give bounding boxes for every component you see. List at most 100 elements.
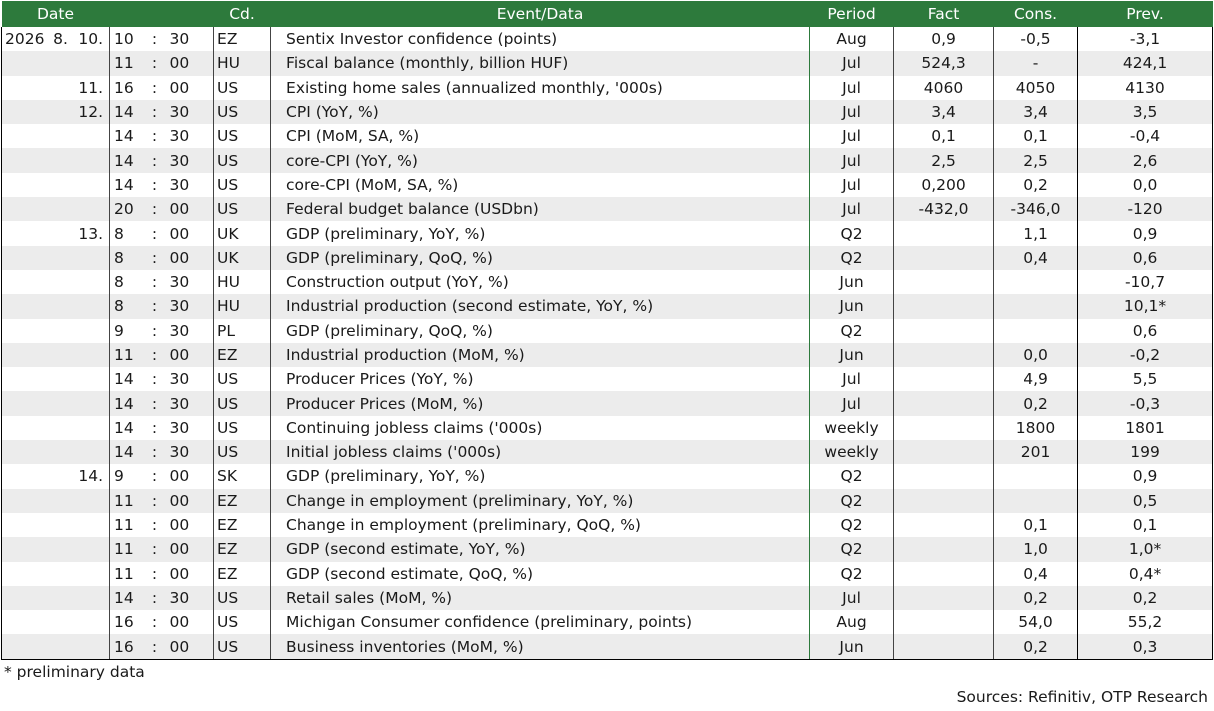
day-cell	[75, 197, 111, 222]
minute-cell: 00	[169, 613, 190, 632]
year-cell	[1, 440, 46, 465]
hour-cell: 16	[114, 613, 134, 632]
table-row: 11:00 EZ Change in employment (preliminary…	[1, 488, 1214, 513]
consensus-cell: 0,2	[993, 634, 1078, 660]
year-cell	[1, 634, 46, 660]
previous-header: Prev.	[1077, 1, 1213, 27]
table-row: 13. 8:00 UK GDP (preliminary, YoY, %) Q2 1,1 0…	[1, 221, 1214, 246]
year-cell	[1, 124, 46, 149]
month-cell	[45, 51, 76, 76]
hour-cell: 14	[114, 175, 134, 194]
year-cell: 2026	[1, 27, 46, 52]
hour-cell: 16	[109, 634, 148, 660]
event-cell: Fiscal balance (monthly, billion HUF)	[270, 51, 810, 76]
table-row: 11:00 HU Fiscal balance (monthly, billion …	[1, 51, 1214, 76]
fact-cell: -432,0	[893, 197, 994, 222]
consensus-cell	[993, 318, 1078, 343]
minute-cell: 30	[161, 440, 214, 465]
hour-cell: 11	[109, 488, 148, 513]
consensus-cell: 201	[993, 440, 1078, 465]
previous-cell: 0,6	[1077, 318, 1214, 343]
event-cell: GDP (preliminary, YoY, %)	[270, 221, 810, 246]
event-cell: Continuing jobless claims ('000s)	[270, 415, 810, 441]
period-cell: Jun	[809, 342, 894, 368]
time-separator: :	[151, 273, 158, 292]
fact-cell	[893, 415, 994, 441]
consensus-cell	[993, 269, 1078, 295]
year-cell	[1, 51, 46, 76]
month-cell	[46, 221, 76, 245]
country-code-cell: HU	[213, 294, 271, 319]
day-cell	[75, 391, 111, 416]
fact-cell	[893, 561, 994, 586]
minute-cell: 30	[161, 391, 214, 416]
event-cell: GDP (second estimate, QoQ, %)	[270, 561, 810, 586]
event-cell: GDP (preliminary, QoQ, %)	[270, 245, 810, 270]
day-cell	[75, 415, 111, 441]
country-code-cell: HU	[213, 269, 271, 295]
time-header	[109, 1, 214, 27]
minute-cell: 00	[161, 197, 214, 222]
minute-cell: 00	[169, 78, 190, 97]
period-header: Period	[809, 1, 894, 27]
month-cell	[45, 148, 76, 173]
table-row: 11:00 EZ Industrial production (MoM, %) Jun…	[1, 342, 1214, 368]
year-cell	[1, 99, 46, 125]
table-row: 14:30 US Producer Prices (YoY, %) Jul 4,9 5,5	[1, 367, 1214, 392]
time-separator: :	[147, 634, 162, 660]
table-row: 2026 8. 10. 10:30 EZ Sentix Investor confiden…	[1, 27, 1214, 52]
year-cell	[1, 245, 46, 270]
time-separator: :	[151, 224, 158, 243]
hour-cell: 14	[114, 370, 134, 389]
day-cell	[75, 634, 111, 660]
consensus-cell	[993, 294, 1078, 319]
time-separator: :	[147, 342, 162, 368]
period-cell: Jun	[809, 294, 894, 319]
country-code-cell: US	[213, 367, 271, 392]
time-separator: :	[147, 148, 162, 173]
month-cell: 8.	[53, 30, 68, 49]
fact-cell	[893, 391, 994, 416]
fact-cell	[893, 318, 994, 343]
consensus-cell: 1800	[993, 415, 1078, 441]
fact-cell	[893, 221, 994, 246]
event-cell: CPI (YoY, %)	[270, 99, 810, 125]
year-cell	[1, 148, 46, 173]
event-cell: Michigan Consumer confidence (preliminar…	[270, 610, 810, 635]
period-cell: Q2	[809, 464, 894, 489]
event-cell: core-CPI (MoM, SA, %)	[270, 172, 810, 198]
month-cell	[45, 440, 76, 465]
time-separator: :	[151, 175, 158, 194]
previous-cell: 0,2	[1077, 585, 1214, 611]
day-cell	[75, 51, 111, 76]
fact-cell: 0,200	[893, 172, 994, 198]
time-separator: :	[151, 564, 158, 583]
month-cell	[46, 319, 76, 343]
previous-cell: 3,5	[1077, 99, 1214, 125]
month-cell	[45, 585, 76, 611]
day-cell	[75, 512, 111, 538]
period-cell: weekly	[809, 440, 894, 465]
year-cell	[1, 197, 46, 222]
previous-cell: 2,6	[1077, 148, 1214, 173]
minute-cell: 30	[169, 418, 190, 437]
previous-cell: 0,6	[1077, 245, 1214, 270]
period-cell: Q2	[809, 537, 894, 562]
country-code-cell: US	[213, 172, 271, 198]
table-row: 20:00 US Federal budget balance (USDbn) Jul…	[1, 197, 1214, 222]
day-cell	[75, 318, 111, 343]
day-cell	[75, 440, 111, 465]
event-cell: Business inventories (MoM, %)	[270, 634, 810, 660]
time-separator: :	[151, 78, 158, 97]
time-separator: :	[147, 245, 162, 270]
fact-cell	[893, 245, 994, 270]
minute-cell: 30	[169, 175, 190, 194]
previous-cell: 199	[1077, 440, 1214, 465]
fact-cell	[893, 537, 994, 562]
minute-cell: 30	[161, 294, 214, 319]
day-cell	[75, 269, 111, 295]
period-cell: Jul	[809, 124, 894, 149]
hour-cell: 8	[114, 224, 124, 243]
table-row: 8:30 HU Construction output (YoY, %) Jun -10…	[1, 269, 1214, 295]
year-cell	[1, 294, 46, 319]
